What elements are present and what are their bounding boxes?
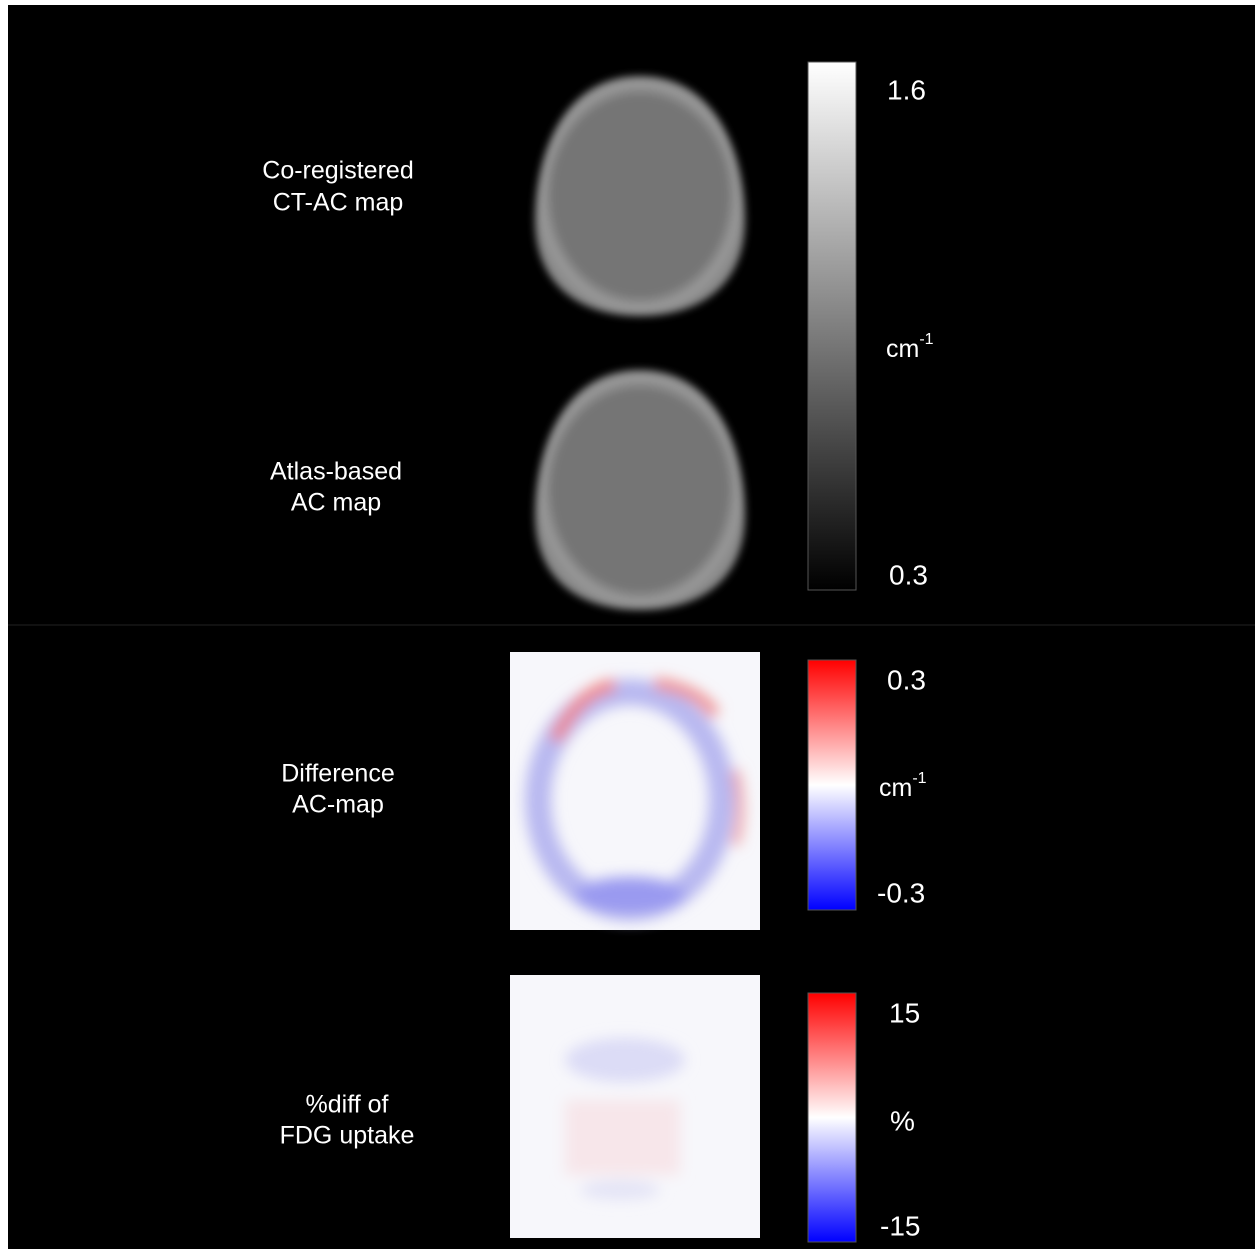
colorbar-min: -15	[880, 1210, 920, 1241]
colorbar	[808, 993, 856, 1242]
unit: cm	[886, 335, 919, 363]
unit-exponent: -1	[919, 331, 933, 348]
figure: Co-registered CT-AC map Atlas-based AC m…	[0, 0, 1255, 1249]
colorbar-min: -0.3	[877, 877, 925, 908]
colorbar-max: 1.6	[887, 74, 926, 105]
row-label: Atlas-based	[270, 458, 402, 486]
colorbar-min: 0.3	[889, 559, 928, 590]
row-label: AC-map	[292, 791, 384, 819]
unit-exponent: -1	[912, 770, 926, 787]
colorbar-max: 0.3	[887, 664, 926, 695]
colorbar-unit: %	[890, 1105, 915, 1136]
unit: cm	[879, 774, 912, 802]
row-label: CT-AC map	[273, 189, 404, 217]
row-label: %diff of	[306, 1091, 389, 1119]
row-label: FDG uptake	[280, 1122, 415, 1150]
row-label: Difference	[281, 760, 395, 788]
row-label: Co-registered	[262, 157, 413, 185]
colorbar	[808, 62, 856, 590]
colorbar-max: 15	[889, 997, 920, 1028]
colorbar	[808, 660, 856, 910]
ct-ac-image	[535, 76, 745, 316]
row-label: AC map	[291, 489, 381, 517]
